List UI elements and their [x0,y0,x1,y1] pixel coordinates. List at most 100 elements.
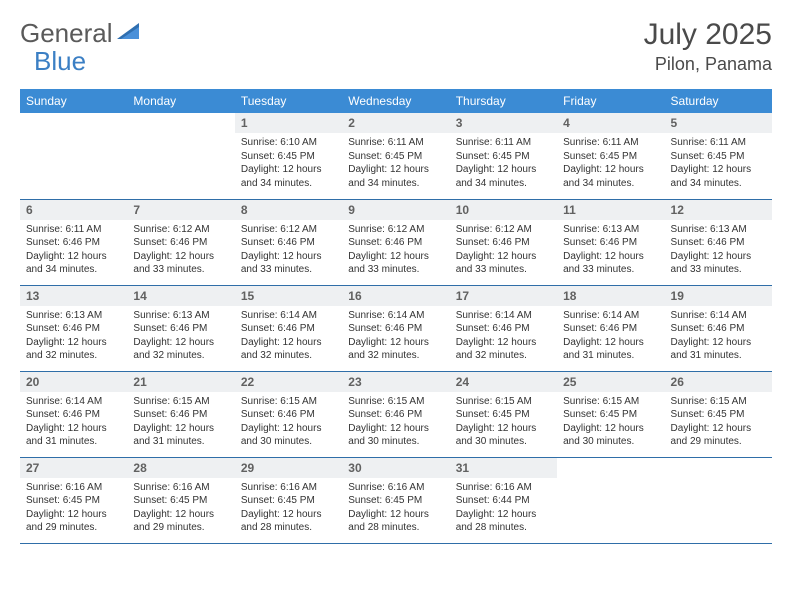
day-number: 7 [127,200,234,220]
day-details: Sunrise: 6:12 AMSunset: 6:46 PMDaylight:… [127,220,234,283]
day-number: 28 [127,458,234,478]
calendar-cell: 22Sunrise: 6:15 AMSunset: 6:46 PMDayligh… [235,371,342,457]
day-details: Sunrise: 6:14 AMSunset: 6:46 PMDaylight:… [557,306,664,369]
day-details: Sunrise: 6:10 AMSunset: 6:45 PMDaylight:… [235,133,342,196]
day-number: 5 [665,113,772,133]
dow-row: Sunday Monday Tuesday Wednesday Thursday… [20,89,772,113]
day-number: 23 [342,372,449,392]
day-number: 9 [342,200,449,220]
title-block: July 2025 Pilon, Panama [644,18,772,75]
calendar-week-row: 6Sunrise: 6:11 AMSunset: 6:46 PMDaylight… [20,199,772,285]
day-number: 22 [235,372,342,392]
day-number: 25 [557,372,664,392]
day-number: 15 [235,286,342,306]
day-number: 14 [127,286,234,306]
calendar-week-row: ....1Sunrise: 6:10 AMSunset: 6:45 PMDayl… [20,113,772,199]
calendar-cell: 28Sunrise: 6:16 AMSunset: 6:45 PMDayligh… [127,457,234,543]
day-details: Sunrise: 6:14 AMSunset: 6:46 PMDaylight:… [342,306,449,369]
month-title: July 2025 [644,18,772,52]
calendar-cell: 17Sunrise: 6:14 AMSunset: 6:46 PMDayligh… [450,285,557,371]
calendar-cell: 8Sunrise: 6:12 AMSunset: 6:46 PMDaylight… [235,199,342,285]
day-details: Sunrise: 6:11 AMSunset: 6:45 PMDaylight:… [342,133,449,196]
location-label: Pilon, Panama [644,54,772,75]
day-number: 10 [450,200,557,220]
day-details: Sunrise: 6:13 AMSunset: 6:46 PMDaylight:… [20,306,127,369]
day-details: Sunrise: 6:16 AMSunset: 6:45 PMDaylight:… [235,478,342,541]
dow-tuesday: Tuesday [235,89,342,113]
day-details: Sunrise: 6:11 AMSunset: 6:45 PMDaylight:… [557,133,664,196]
header: General July 2025 Pilon, Panama [20,18,772,75]
day-number: 17 [450,286,557,306]
calendar-cell: 15Sunrise: 6:14 AMSunset: 6:46 PMDayligh… [235,285,342,371]
calendar-cell: 26Sunrise: 6:15 AMSunset: 6:45 PMDayligh… [665,371,772,457]
day-number: 26 [665,372,772,392]
calendar-week-row: 13Sunrise: 6:13 AMSunset: 6:46 PMDayligh… [20,285,772,371]
calendar-cell: 9Sunrise: 6:12 AMSunset: 6:46 PMDaylight… [342,199,449,285]
calendar-cell: 16Sunrise: 6:14 AMSunset: 6:46 PMDayligh… [342,285,449,371]
day-details: Sunrise: 6:12 AMSunset: 6:46 PMDaylight:… [450,220,557,283]
calendar-cell: 31Sunrise: 6:16 AMSunset: 6:44 PMDayligh… [450,457,557,543]
calendar-cell: 27Sunrise: 6:16 AMSunset: 6:45 PMDayligh… [20,457,127,543]
day-details: Sunrise: 6:12 AMSunset: 6:46 PMDaylight:… [342,220,449,283]
calendar-week-row: 27Sunrise: 6:16 AMSunset: 6:45 PMDayligh… [20,457,772,543]
day-number: 18 [557,286,664,306]
day-number: 21 [127,372,234,392]
day-details: Sunrise: 6:12 AMSunset: 6:46 PMDaylight:… [235,220,342,283]
dow-friday: Friday [557,89,664,113]
dow-thursday: Thursday [450,89,557,113]
day-number: 2 [342,113,449,133]
day-number: 4 [557,113,664,133]
day-details: Sunrise: 6:16 AMSunset: 6:45 PMDaylight:… [127,478,234,541]
day-number: 24 [450,372,557,392]
day-number: 19 [665,286,772,306]
day-details: Sunrise: 6:16 AMSunset: 6:45 PMDaylight:… [342,478,449,541]
calendar-cell: 21Sunrise: 6:15 AMSunset: 6:46 PMDayligh… [127,371,234,457]
day-details: Sunrise: 6:11 AMSunset: 6:46 PMDaylight:… [20,220,127,283]
calendar-cell: 14Sunrise: 6:13 AMSunset: 6:46 PMDayligh… [127,285,234,371]
calendar-cell: 6Sunrise: 6:11 AMSunset: 6:46 PMDaylight… [20,199,127,285]
brand-triangle-icon [117,21,143,46]
day-details: Sunrise: 6:15 AMSunset: 6:45 PMDaylight:… [557,392,664,455]
calendar-cell: 19Sunrise: 6:14 AMSunset: 6:46 PMDayligh… [665,285,772,371]
calendar-cell: 5Sunrise: 6:11 AMSunset: 6:45 PMDaylight… [665,113,772,199]
day-details: Sunrise: 6:13 AMSunset: 6:46 PMDaylight:… [127,306,234,369]
calendar-cell: 25Sunrise: 6:15 AMSunset: 6:45 PMDayligh… [557,371,664,457]
calendar-cell: 12Sunrise: 6:13 AMSunset: 6:46 PMDayligh… [665,199,772,285]
day-details: Sunrise: 6:11 AMSunset: 6:45 PMDaylight:… [665,133,772,196]
day-number: 12 [665,200,772,220]
calendar-cell: 18Sunrise: 6:14 AMSunset: 6:46 PMDayligh… [557,285,664,371]
day-number: 31 [450,458,557,478]
day-number: 6 [20,200,127,220]
calendar-table: Sunday Monday Tuesday Wednesday Thursday… [20,89,772,544]
calendar-cell: 30Sunrise: 6:16 AMSunset: 6:45 PMDayligh… [342,457,449,543]
day-details: Sunrise: 6:16 AMSunset: 6:45 PMDaylight:… [20,478,127,541]
calendar-cell: 11Sunrise: 6:13 AMSunset: 6:46 PMDayligh… [557,199,664,285]
brand-logo: General [20,18,145,49]
calendar-cell: 10Sunrise: 6:12 AMSunset: 6:46 PMDayligh… [450,199,557,285]
day-details: Sunrise: 6:13 AMSunset: 6:46 PMDaylight:… [665,220,772,283]
brand-word-1: General [20,18,113,49]
calendar-cell: 20Sunrise: 6:14 AMSunset: 6:46 PMDayligh… [20,371,127,457]
day-number: 20 [20,372,127,392]
day-details: Sunrise: 6:14 AMSunset: 6:46 PMDaylight:… [665,306,772,369]
day-details: Sunrise: 6:15 AMSunset: 6:45 PMDaylight:… [450,392,557,455]
dow-sunday: Sunday [20,89,127,113]
calendar-cell: 1Sunrise: 6:10 AMSunset: 6:45 PMDaylight… [235,113,342,199]
dow-monday: Monday [127,89,234,113]
calendar-cell: 23Sunrise: 6:15 AMSunset: 6:46 PMDayligh… [342,371,449,457]
day-number: 1 [235,113,342,133]
day-details: Sunrise: 6:15 AMSunset: 6:45 PMDaylight:… [665,392,772,455]
day-number: 11 [557,200,664,220]
day-details: Sunrise: 6:15 AMSunset: 6:46 PMDaylight:… [127,392,234,455]
calendar-week-row: 20Sunrise: 6:14 AMSunset: 6:46 PMDayligh… [20,371,772,457]
calendar-cell: 7Sunrise: 6:12 AMSunset: 6:46 PMDaylight… [127,199,234,285]
calendar-cell: 4Sunrise: 6:11 AMSunset: 6:45 PMDaylight… [557,113,664,199]
dow-wednesday: Wednesday [342,89,449,113]
calendar-cell: .. [665,457,772,543]
day-details: Sunrise: 6:11 AMSunset: 6:45 PMDaylight:… [450,133,557,196]
day-number: 30 [342,458,449,478]
day-details: Sunrise: 6:15 AMSunset: 6:46 PMDaylight:… [235,392,342,455]
calendar-cell: 29Sunrise: 6:16 AMSunset: 6:45 PMDayligh… [235,457,342,543]
day-number: 13 [20,286,127,306]
day-number: 3 [450,113,557,133]
